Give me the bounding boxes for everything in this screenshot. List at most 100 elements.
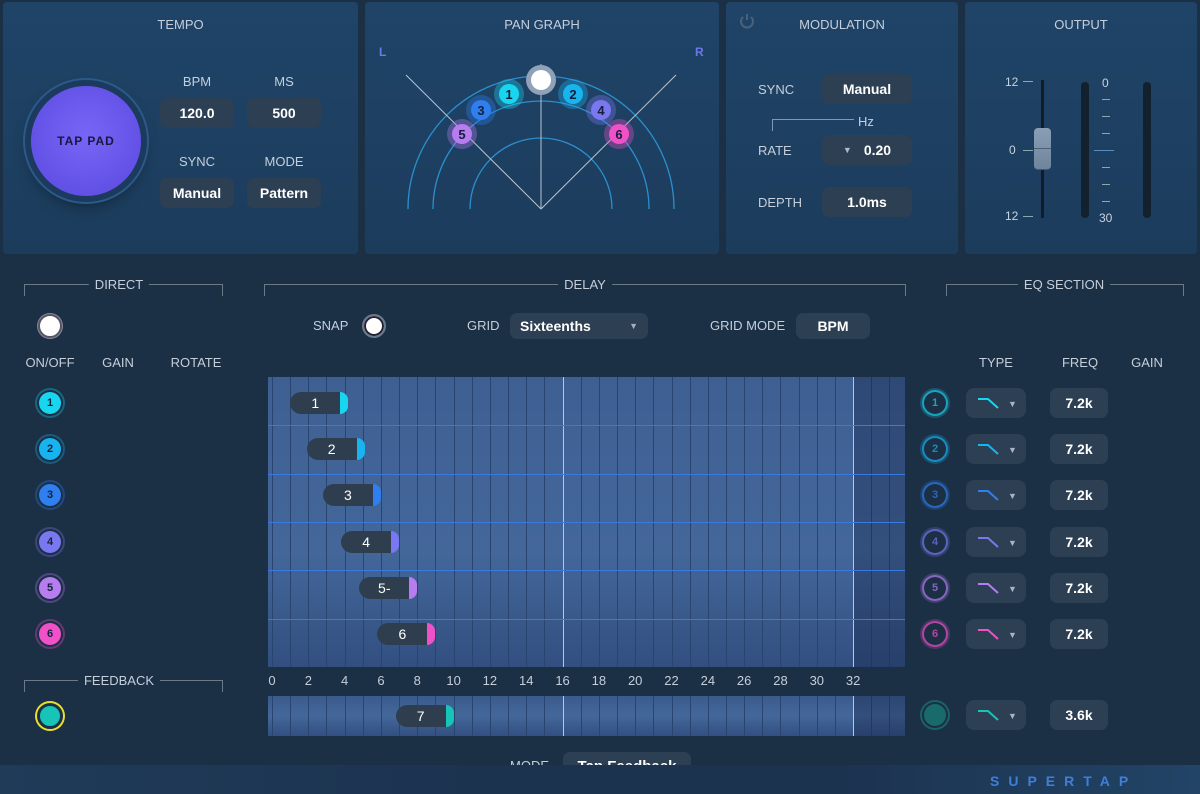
feedback-rotate-knob[interactable] <box>179 700 209 730</box>
grid-line <box>290 696 292 736</box>
mod-sync-label: SYNC <box>758 82 795 97</box>
tap-2-rotate-knob[interactable] <box>179 434 209 464</box>
tap-6-gain-knob[interactable] <box>103 619 133 649</box>
rate-field[interactable]: ▼ 0.20 <box>822 135 912 165</box>
tap-2-toggle[interactable]: 2 <box>39 438 61 460</box>
eq-freq-field[interactable]: 7.2k <box>1050 480 1108 510</box>
eq-freq-value: 7.2k <box>1065 487 1093 503</box>
eq-tap-4-toggle[interactable]: 4 <box>924 531 946 553</box>
footer-bar <box>0 765 1200 794</box>
pan-direct-point[interactable] <box>526 65 556 95</box>
eq-type-select[interactable]: ▼ <box>966 527 1026 557</box>
direct-on-toggle[interactable] <box>38 314 62 338</box>
power-icon[interactable] <box>738 12 756 30</box>
tap-4-rotate-knob[interactable] <box>179 527 209 557</box>
pan-tap-6-point[interactable]: 6 <box>604 119 634 149</box>
delay-tap-5-handle[interactable]: 5- <box>359 577 418 599</box>
eq-tap-5-gain-knob[interactable] <box>1134 573 1164 603</box>
tap-handle-label: 5- <box>378 580 391 596</box>
tap-5-gain-knob[interactable] <box>103 573 133 603</box>
delay-tap-1-handle[interactable]: 1 <box>290 392 349 414</box>
pan-graph[interactable]: 1 2 3 4 5 6 <box>365 2 719 254</box>
eq-tap-2-toggle[interactable]: 2 <box>924 438 946 460</box>
tap-5-toggle[interactable]: 5 <box>39 577 61 599</box>
brand-logo: SUPERTAP <box>990 773 1138 789</box>
tap-4-gain-knob[interactable] <box>103 527 133 557</box>
delay-tap-3-handle[interactable]: 3 <box>322 484 381 506</box>
feedback-title: FEEDBACK <box>77 673 161 688</box>
mod-sync-select[interactable]: Manual <box>822 74 912 104</box>
eq-feedback-freq-field[interactable]: 3.6k <box>1050 700 1108 730</box>
delay-tap-2-handle[interactable]: 2 <box>306 438 365 460</box>
modulation-panel: MODULATION SYNC Manual Hz RATE ▼ 0.20 DE… <box>726 2 958 254</box>
eq-tap-3-gain-knob[interactable] <box>1134 480 1164 510</box>
pan-tap-5-point[interactable]: 5 <box>447 119 477 149</box>
tap-handle-label: 7 <box>416 708 425 724</box>
modulation-title: MODULATION <box>799 17 885 32</box>
eq-freq-field[interactable]: 7.2k <box>1050 573 1108 603</box>
eq-freq-field[interactable]: 7.2k <box>1050 434 1108 464</box>
eq-tap-1-gain-knob[interactable] <box>1134 388 1164 418</box>
tap-handle-grip <box>340 392 349 414</box>
ms-field[interactable]: 500 <box>247 98 321 128</box>
eq-tap-5-toggle[interactable]: 5 <box>924 577 946 599</box>
axis-tick-label: 0 <box>268 673 276 688</box>
eq-tap-1-toggle[interactable]: 1 <box>924 392 946 414</box>
grid-line <box>834 696 836 736</box>
eq-tap-3-toggle[interactable]: 3 <box>924 484 946 506</box>
eq-tap-6-gain-knob[interactable] <box>1134 619 1164 649</box>
eq-type-select[interactable]: ▼ <box>966 573 1026 603</box>
delay-grid[interactable]: 1 2 3 4 5- 6 <box>268 377 905 667</box>
tap-6-toggle[interactable]: 6 <box>39 623 61 645</box>
pan-tap-4-point[interactable]: 4 <box>586 95 616 125</box>
eq-feedback-toggle[interactable] <box>924 704 946 726</box>
tap-6-rotate-knob[interactable] <box>179 619 209 649</box>
tap-1-toggle[interactable]: 1 <box>39 392 61 414</box>
eq-freq-field[interactable]: 7.2k <box>1050 619 1108 649</box>
direct-gain-knob[interactable] <box>104 311 134 341</box>
tap-2-gain-knob[interactable] <box>103 434 133 464</box>
lowpass-filter-icon: ▼ <box>978 490 1017 501</box>
pan-tap-3-point[interactable]: 3 <box>466 95 496 125</box>
eq-type-select[interactable]: ▼ <box>966 388 1026 418</box>
feedback-gain-knob[interactable] <box>104 700 134 730</box>
delay-tap-4-handle[interactable]: 4 <box>341 531 400 553</box>
feedback-delay-grid[interactable]: 7 <box>268 696 905 736</box>
tap-1-rotate-knob[interactable] <box>179 388 209 418</box>
tap-3-rotate-knob[interactable] <box>179 480 209 510</box>
delay-tap-6-handle[interactable]: 6 <box>377 623 436 645</box>
eq-freq-field[interactable]: 7.2k <box>1050 388 1108 418</box>
tap-5-rotate-knob[interactable] <box>179 573 209 603</box>
grid-mode-button[interactable]: BPM <box>796 313 870 339</box>
sync-select[interactable]: Manual <box>160 178 234 208</box>
direct-rotate-knob[interactable] <box>179 311 209 341</box>
depth-field[interactable]: 1.0ms <box>822 187 912 217</box>
eq-freq-field[interactable]: 7.2k <box>1050 527 1108 557</box>
mode-select[interactable]: Pattern <box>247 178 321 208</box>
output-fader-handle[interactable] <box>1034 128 1051 170</box>
col-rotate-label: ROTATE <box>170 355 222 370</box>
tap-4-toggle[interactable]: 4 <box>39 531 61 553</box>
eq-tap-6-toggle[interactable]: 6 <box>924 623 946 645</box>
snap-toggle[interactable] <box>362 314 386 338</box>
pan-tap-1-point[interactable]: 1 <box>494 79 524 109</box>
tap-3-toggle[interactable]: 3 <box>39 484 61 506</box>
pan-tap-label: 6 <box>615 127 622 142</box>
col-onoff-label: ON/OFF <box>25 355 75 370</box>
pan-tap-2-point[interactable]: 2 <box>558 79 588 109</box>
tap-1-gain-knob[interactable] <box>103 388 133 418</box>
delay-feedback-handle[interactable]: 7 <box>395 705 454 727</box>
grid-line <box>707 696 709 736</box>
eq-feedback-gain-knob[interactable] <box>1134 700 1164 730</box>
eq-type-select[interactable]: ▼ <box>966 619 1026 649</box>
eq-tap-4-gain-knob[interactable] <box>1134 527 1164 557</box>
grid-select[interactable]: Sixteenths ▼ <box>510 313 648 339</box>
eq-tap-2-gain-knob[interactable] <box>1134 434 1164 464</box>
eq-type-select[interactable]: ▼ <box>966 434 1026 464</box>
eq-feedback-type-select[interactable]: ▼ <box>966 700 1026 730</box>
bpm-field[interactable]: 120.0 <box>160 98 234 128</box>
feedback-toggle[interactable] <box>37 703 63 729</box>
tap-pad-button[interactable]: TAP PAD <box>31 86 141 196</box>
eq-type-select[interactable]: ▼ <box>966 480 1026 510</box>
tap-3-gain-knob[interactable] <box>103 480 133 510</box>
